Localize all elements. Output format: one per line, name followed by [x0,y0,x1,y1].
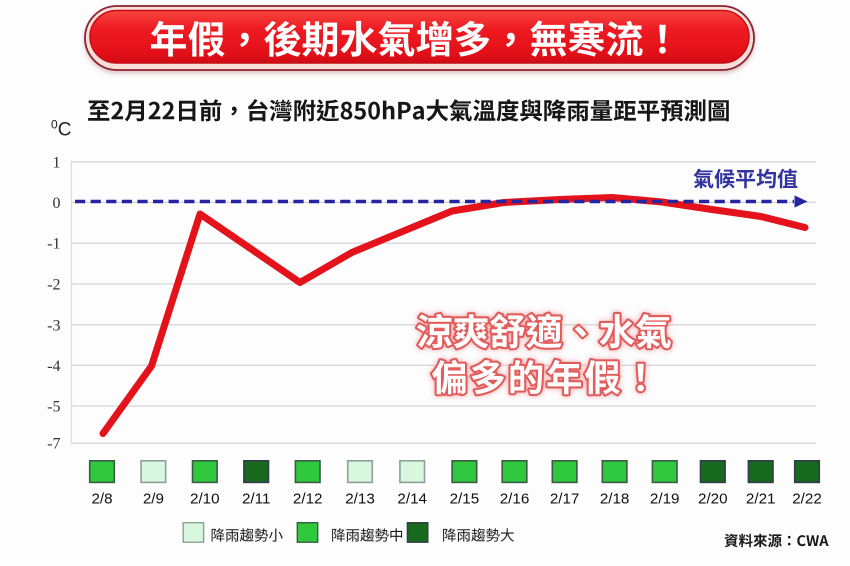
svg-text:-7: -7 [47,436,60,453]
svg-text:2/10: 2/10 [190,491,220,508]
svg-text:2/17: 2/17 [550,491,580,508]
svg-text:2/14: 2/14 [397,491,427,508]
svg-text:2/16: 2/16 [500,491,530,508]
svg-text:2/22: 2/22 [792,491,822,508]
svg-text:2/13: 2/13 [345,491,375,508]
svg-text:2/20: 2/20 [698,491,728,508]
svg-text:0C: 0C [51,118,71,141]
svg-text:2/9: 2/9 [143,491,164,508]
svg-text:-3: -3 [47,317,60,334]
svg-text:2/15: 2/15 [450,491,480,508]
svg-text:-5: -5 [47,399,60,416]
svg-text:2/11: 2/11 [242,491,270,508]
svg-text:2/18: 2/18 [600,491,630,508]
svg-text:-4: -4 [47,358,60,375]
svg-text:2/21: 2/21 [746,491,776,508]
svg-text:-1: -1 [47,236,60,253]
svg-text:2/8: 2/8 [91,491,112,508]
svg-text:0: 0 [53,195,61,212]
svg-text:-2: -2 [47,276,60,293]
svg-text:2/12: 2/12 [293,491,323,508]
svg-text:1: 1 [53,154,61,171]
svg-text:2/19: 2/19 [650,491,680,508]
